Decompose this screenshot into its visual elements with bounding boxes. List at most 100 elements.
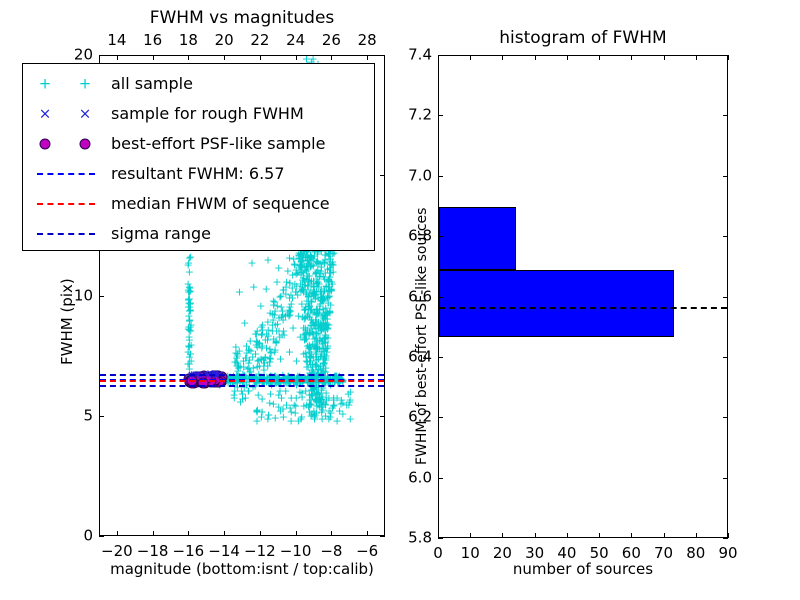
scatter-point-all: + bbox=[262, 371, 272, 385]
scatter-point-all: + bbox=[244, 343, 254, 357]
scatter-point-all: + bbox=[257, 341, 267, 355]
scatter-point-all: + bbox=[252, 403, 262, 417]
legend-item-label: sigma range bbox=[111, 224, 211, 243]
scatter-point-all: + bbox=[260, 333, 271, 347]
scatter-point-all: + bbox=[318, 322, 328, 336]
scatter-point-all: + bbox=[283, 307, 293, 321]
left-xtick-top: 28 bbox=[357, 31, 377, 49]
scatter-point-all: + bbox=[316, 370, 326, 384]
scatter-point-all: + bbox=[345, 385, 356, 399]
scatter-point-all: + bbox=[322, 262, 333, 276]
scatter-point-all: + bbox=[305, 345, 315, 359]
left-xtick-bottom: −12 bbox=[244, 542, 276, 560]
scatter-point-all: + bbox=[308, 305, 318, 319]
tick-mark bbox=[331, 531, 333, 536]
scatter-point-all: + bbox=[291, 399, 301, 413]
scatter-point-all: + bbox=[304, 398, 314, 412]
scatter-point-all: + bbox=[330, 370, 340, 384]
scatter-point-all: + bbox=[310, 339, 320, 353]
scatter-point-all: + bbox=[323, 331, 333, 345]
scatter-point-all: + bbox=[325, 257, 335, 271]
scatter-point-all: + bbox=[311, 341, 321, 355]
scatter-point-all: + bbox=[322, 369, 333, 383]
right-y-axis-label: FWHM of best-effort PSF-like sources bbox=[414, 207, 430, 465]
scatter-point-all: + bbox=[183, 293, 193, 307]
scatter-point-all: + bbox=[306, 372, 316, 386]
scatter-point-all: + bbox=[292, 371, 302, 384]
scatter-point-all: + bbox=[320, 328, 331, 342]
scatter-point-all: + bbox=[184, 339, 194, 353]
scatter-point-all: + bbox=[313, 388, 323, 402]
scatter-point-all: + bbox=[271, 375, 281, 389]
legend-item: median FHWM of sequence bbox=[23, 188, 374, 219]
scatter-point-all: + bbox=[314, 376, 324, 390]
scatter-point-all: + bbox=[278, 410, 289, 424]
scatter-point-all: + bbox=[316, 370, 326, 384]
scatter-point-all: + bbox=[281, 280, 291, 294]
scatter-point-all: + bbox=[289, 398, 299, 412]
scatter-point-all: + bbox=[299, 372, 309, 386]
scatter-point-all: + bbox=[322, 312, 332, 326]
reference-line bbox=[100, 380, 384, 383]
scatter-point-all: + bbox=[309, 327, 319, 341]
scatter-point-all: + bbox=[318, 390, 328, 404]
scatter-point-all: + bbox=[317, 318, 327, 332]
scatter-point-all: + bbox=[184, 251, 194, 265]
scatter-point-all: + bbox=[302, 323, 312, 337]
scatter-point-all: + bbox=[284, 309, 294, 323]
scatter-point-all: + bbox=[318, 311, 328, 325]
scatter-point-all: + bbox=[238, 354, 249, 368]
scatter-point-all: + bbox=[235, 360, 245, 374]
scatter-point-all: + bbox=[313, 257, 323, 271]
scatter-point-all: + bbox=[297, 282, 307, 296]
scatter-point-all: + bbox=[237, 376, 248, 390]
scatter-point-all: + bbox=[307, 325, 317, 339]
scatter-point-all: + bbox=[285, 370, 295, 384]
tick-mark bbox=[188, 531, 190, 536]
scatter-point-all: + bbox=[292, 354, 302, 368]
scatter-point-all: + bbox=[296, 284, 306, 298]
scatter-point-all: + bbox=[318, 293, 328, 307]
scatter-point-all: + bbox=[284, 305, 294, 319]
scatter-point-all: + bbox=[297, 260, 307, 274]
scatter-point-all: + bbox=[184, 330, 194, 344]
scatter-point-all: + bbox=[345, 393, 355, 407]
scatter-point-all: + bbox=[303, 290, 314, 304]
scatter-point-all: + bbox=[334, 371, 345, 385]
scatter-plot-area: + + + + + + + + + + + + + + + + + + + + + + + + + + + + + + + + + + + + + + + +… bbox=[100, 56, 384, 535]
circle-icon bbox=[39, 138, 51, 149]
scatter-point-all: + bbox=[284, 303, 294, 317]
scatter-point-all: + bbox=[309, 412, 320, 426]
tick-mark bbox=[438, 55, 439, 60]
scatter-point-all: + bbox=[313, 326, 323, 340]
scatter-point-all: + bbox=[309, 365, 319, 379]
scatter-point-all: + bbox=[301, 346, 311, 360]
scatter-point-all: + bbox=[300, 333, 310, 347]
scatter-point-all: + bbox=[286, 414, 296, 428]
tick-mark bbox=[470, 533, 472, 538]
scatter-point-all: + bbox=[275, 330, 285, 344]
scatter-point-all: + bbox=[284, 376, 295, 390]
scatter-point-all: + bbox=[294, 370, 304, 384]
scatter-point-all: + bbox=[318, 352, 329, 366]
scatter-point-all: + bbox=[286, 297, 296, 311]
scatter-point-all: + bbox=[319, 294, 329, 308]
scatter-point-all: + bbox=[183, 285, 194, 299]
scatter-point-all: + bbox=[302, 260, 312, 274]
scatter-point-all: + bbox=[223, 376, 233, 390]
scatter-point-all: + bbox=[333, 375, 344, 389]
scatter-point-all: + bbox=[184, 357, 194, 371]
legend-marker: + + bbox=[23, 68, 111, 99]
scatter-point-all: + bbox=[326, 406, 336, 420]
scatter-point-all: + bbox=[309, 340, 319, 354]
scatter-point-all: + bbox=[243, 343, 254, 357]
histogram-reference-line bbox=[439, 306, 727, 309]
scatter-point-all: + bbox=[278, 313, 288, 327]
scatter-point-all: + bbox=[310, 285, 320, 299]
left-xtick-bottom: −18 bbox=[136, 542, 169, 560]
scatter-point-all: + bbox=[281, 287, 291, 301]
tick-mark bbox=[723, 356, 728, 358]
scatter-point-all: + bbox=[186, 324, 196, 338]
scatter-point-all: + bbox=[320, 323, 330, 337]
scatter-point-all: + bbox=[311, 265, 321, 279]
